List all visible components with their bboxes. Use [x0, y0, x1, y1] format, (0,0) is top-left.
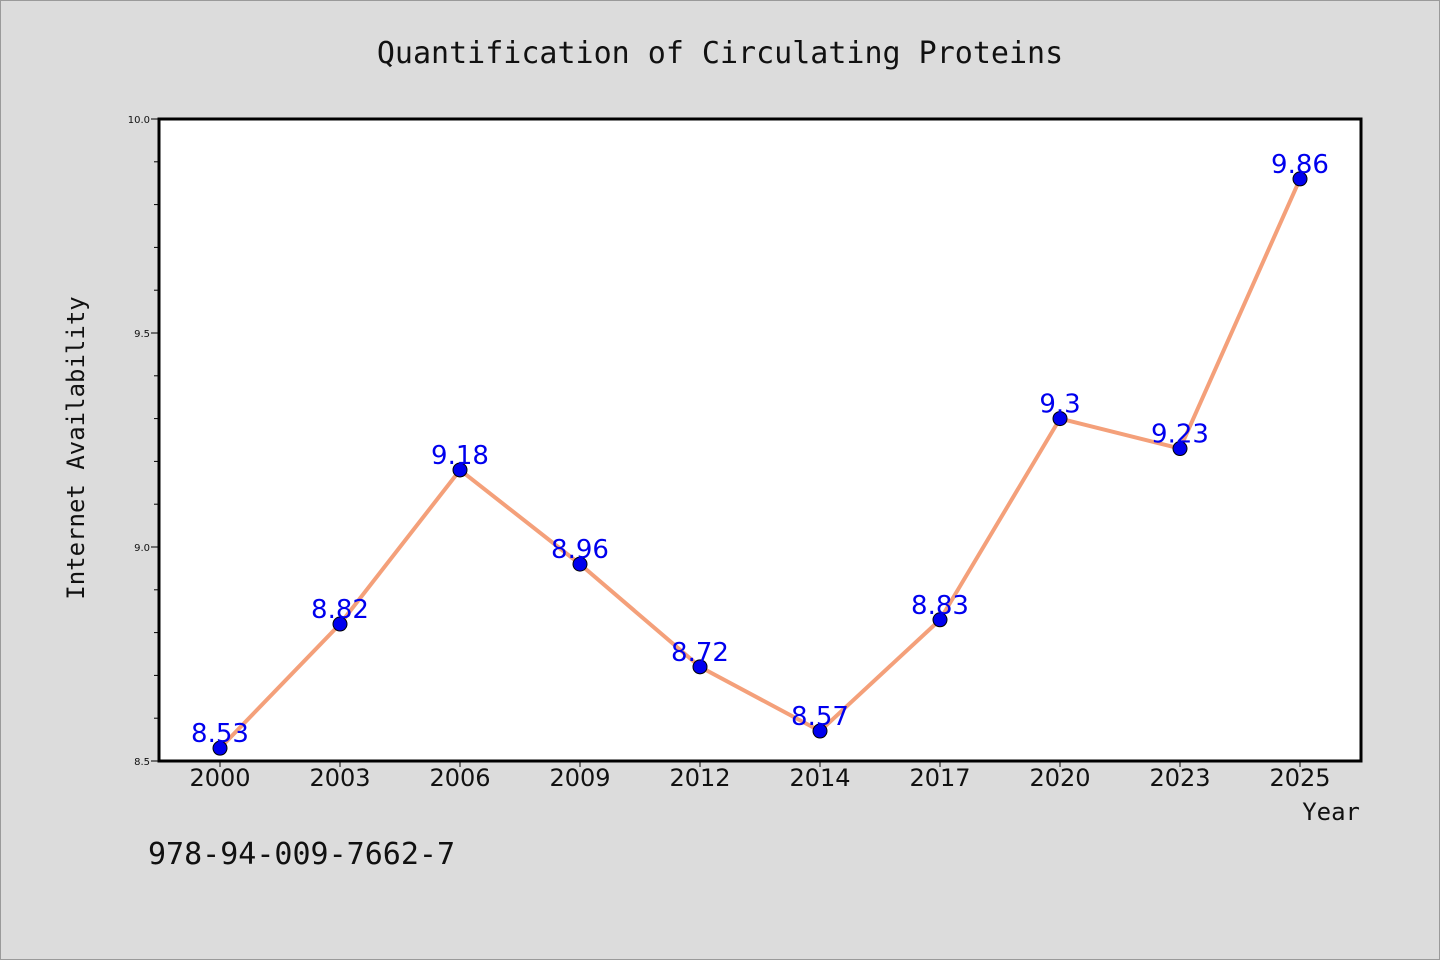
y-tick-label: 8.5: [134, 757, 150, 768]
data-point: [1172, 441, 1188, 457]
x-tick-label: 2023: [1149, 764, 1210, 792]
data-point: [812, 723, 828, 739]
data-label: 8.72: [671, 638, 729, 668]
x-tick-label: 2014: [789, 764, 850, 792]
data-label: 8.82: [311, 595, 369, 625]
x-tick-label: 2003: [309, 764, 370, 792]
x-tick-label: 2020: [1029, 764, 1090, 792]
data-labels: 8.53 8.82 9.18 8.96 8.72 8.57 8.83 9.3 9.23 9.86: [191, 150, 1329, 749]
data-label: 8.53: [191, 719, 249, 749]
data-point: [692, 659, 708, 675]
chart-title: Quantification of Circulating Proteins: [377, 36, 1063, 71]
data-label: 9.3: [1039, 390, 1080, 420]
y-axis: 8.5 9.0 9.5 10.0: [128, 115, 159, 768]
plot-area: [157, 117, 1363, 763]
x-tick-label: 2009: [549, 764, 610, 792]
data-label: 8.96: [551, 535, 609, 565]
x-axis-label: Year: [1302, 798, 1360, 826]
data-point: [932, 612, 948, 628]
y-tick-label: 9.0: [134, 543, 150, 554]
data-label: 9.18: [431, 441, 489, 471]
x-tick-label: 2012: [669, 764, 730, 792]
data-point: [572, 556, 588, 572]
data-point: [1292, 171, 1308, 187]
data-point: [452, 462, 468, 478]
series-markers: [212, 171, 1308, 756]
x-tick-label: 2006: [429, 764, 490, 792]
x-axis: 2000 2003 2006 2009 2012 2014 2017 2020 2023 2025: [189, 761, 1331, 792]
data-point: [1052, 411, 1068, 427]
x-tick-label: 2025: [1269, 764, 1330, 792]
x-tick-label: 2017: [909, 764, 970, 792]
data-label: 8.83: [911, 591, 969, 621]
x-tick-label: 2000: [189, 764, 250, 792]
footer-isbn: 978-94-009-7662-7: [148, 837, 455, 872]
y-tick-label: 10.0: [128, 115, 150, 126]
data-point: [212, 740, 228, 756]
y-tick-label: 9.5: [134, 329, 150, 340]
y-axis-label: Internet Availability: [62, 296, 90, 599]
data-label: 9.23: [1151, 420, 1209, 450]
data-label: 9.86: [1271, 150, 1329, 180]
data-point: [332, 616, 348, 632]
series-line: [218, 178, 1302, 750]
data-label: 8.57: [791, 702, 849, 732]
